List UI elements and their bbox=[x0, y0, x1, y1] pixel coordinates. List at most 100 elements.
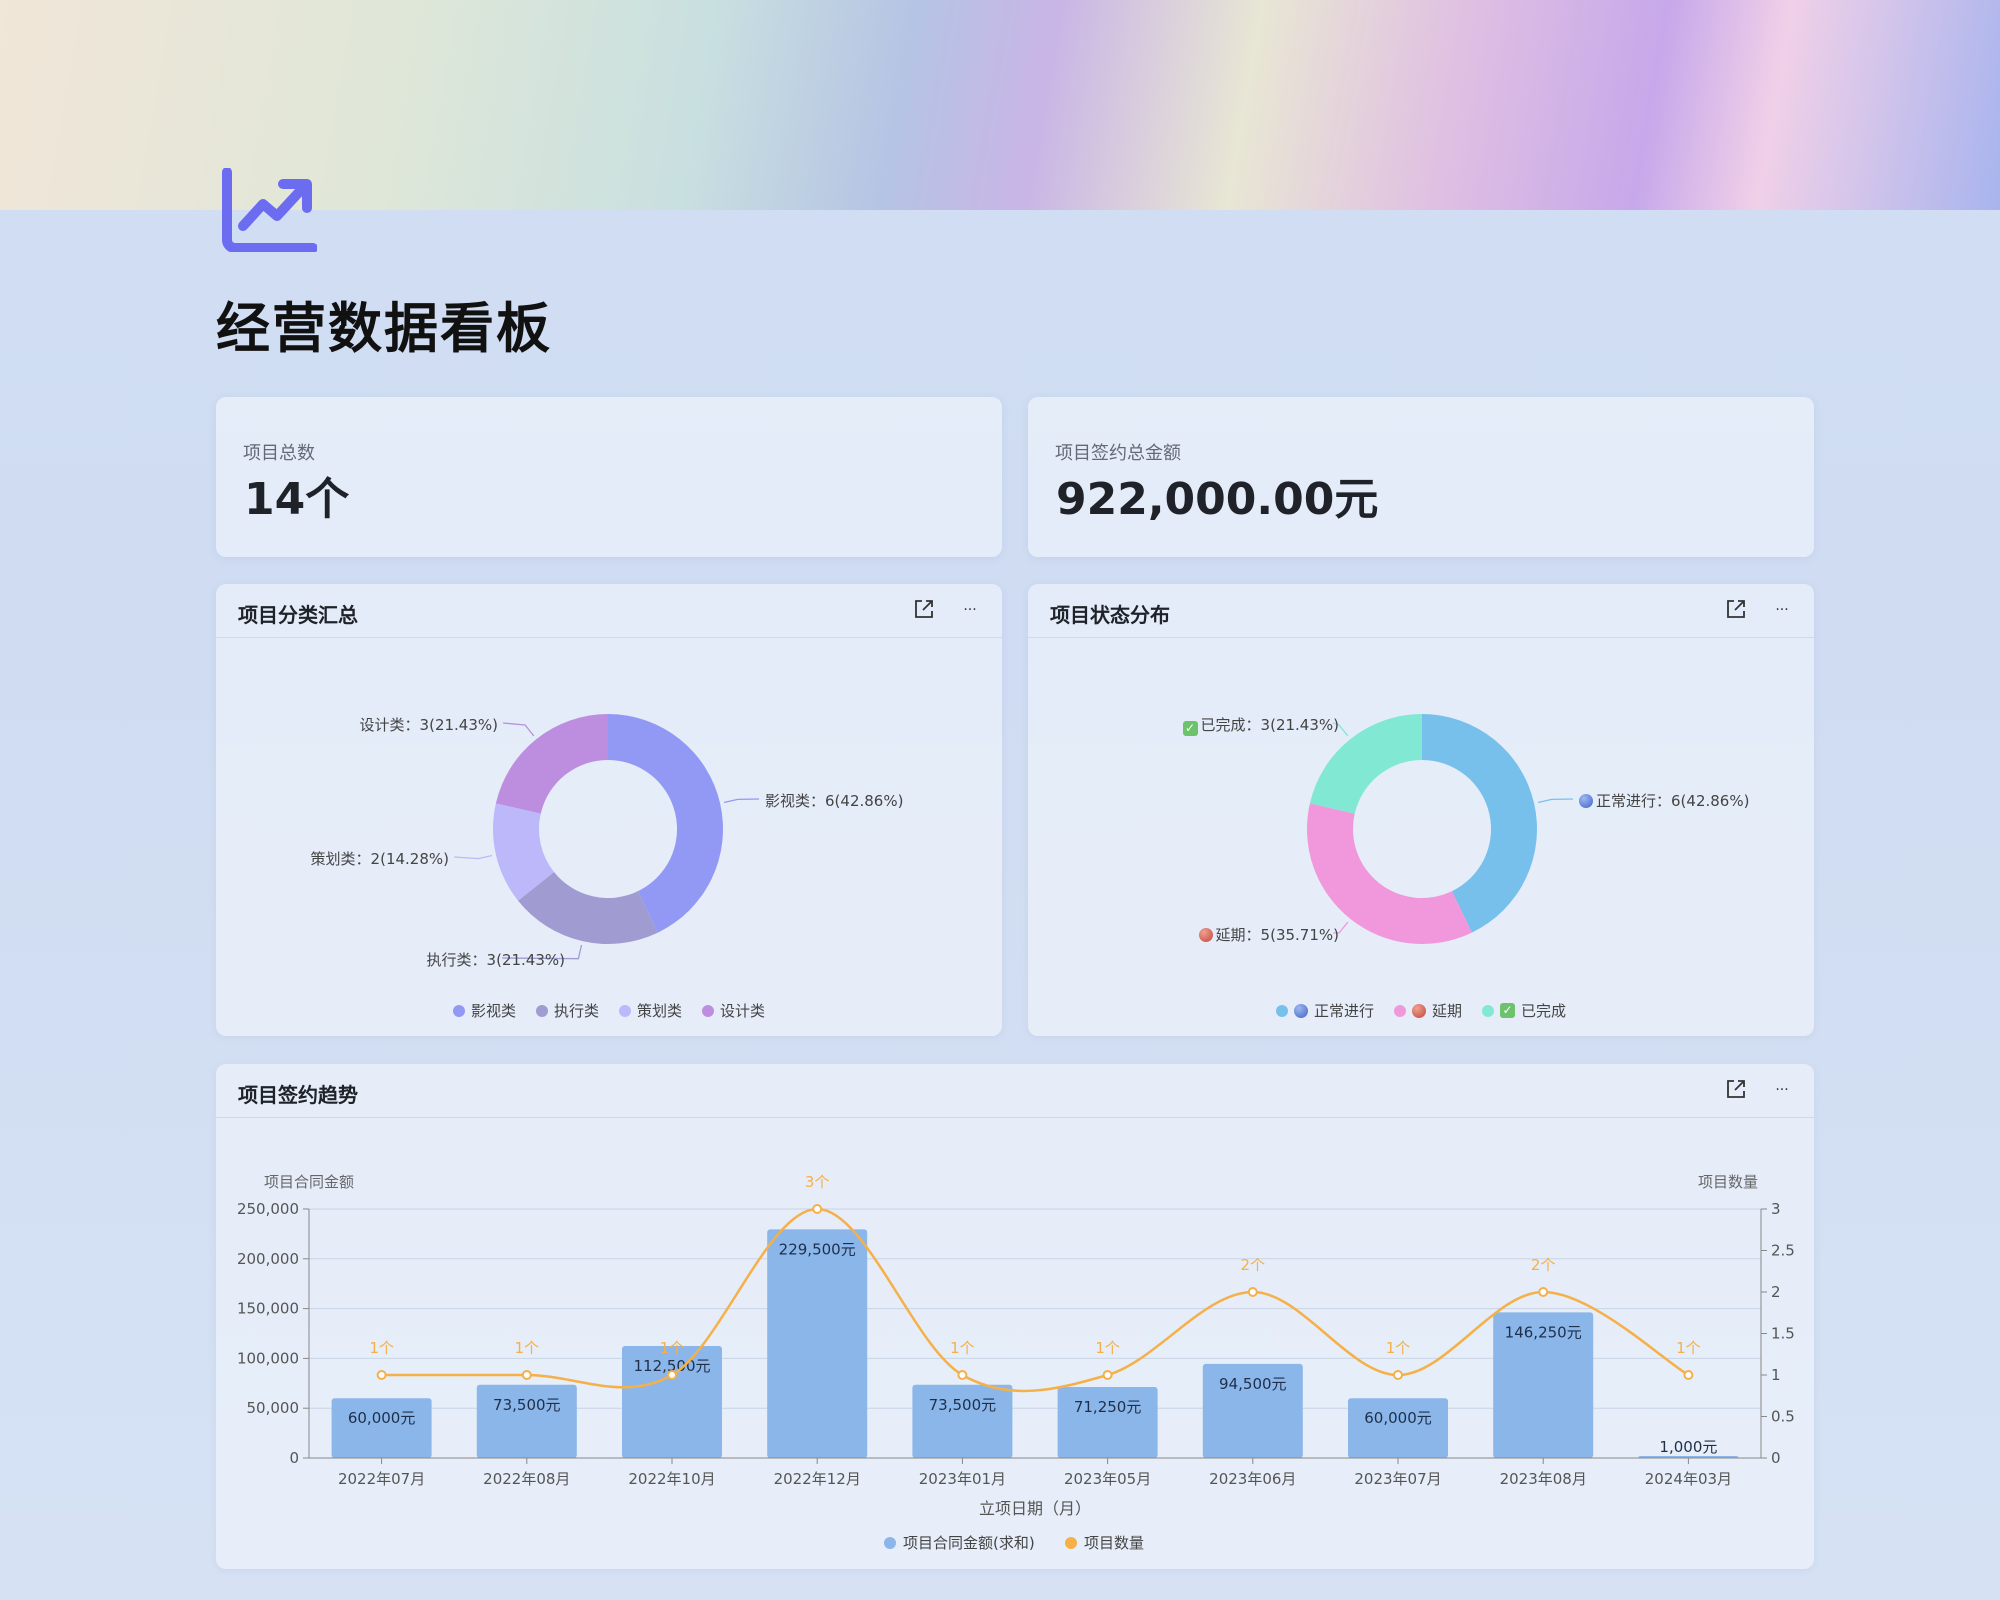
legend-label: 影视类 bbox=[470, 1002, 516, 1020]
bar-label: 71,250元 bbox=[1074, 1398, 1142, 1416]
legend-item[interactable]: 策划类 bbox=[619, 1000, 682, 1021]
bar[interactable] bbox=[767, 1229, 868, 1458]
red-circle-icon bbox=[1411, 1003, 1426, 1018]
bar-label: 73,500元 bbox=[493, 1396, 561, 1414]
bar[interactable] bbox=[912, 1384, 1013, 1458]
panel-header: 项目签约趋势 ··· bbox=[216, 1064, 1814, 1118]
line-point-label: 1个 bbox=[1676, 1339, 1701, 1357]
legend-label: 延期 bbox=[1431, 1002, 1462, 1020]
slice-label: 影视类：6(42.86%) bbox=[765, 792, 904, 810]
y-right-axis-title: 项目数量 bbox=[1698, 1173, 1758, 1191]
donut-slice[interactable] bbox=[1307, 803, 1472, 944]
donut-slice[interactable] bbox=[1422, 714, 1537, 933]
line-point[interactable] bbox=[1102, 1370, 1113, 1380]
line-point[interactable] bbox=[957, 1370, 968, 1380]
page-title: 经营数据看板 bbox=[216, 297, 552, 360]
donut-chart bbox=[1307, 714, 1574, 944]
donut-slice[interactable] bbox=[518, 872, 658, 944]
external-link-icon[interactable] bbox=[1724, 598, 1748, 622]
count-line bbox=[381, 1207, 1690, 1393]
line-point[interactable] bbox=[812, 1204, 823, 1214]
bar-label: 112,500元 bbox=[633, 1357, 710, 1375]
more-options-button[interactable]: ··· bbox=[1775, 1082, 1789, 1098]
x-tick-label: 2022年12月 bbox=[774, 1470, 861, 1488]
line-point[interactable] bbox=[1683, 1370, 1694, 1380]
x-tick-label: 2023年08月 bbox=[1500, 1470, 1587, 1488]
line-point-label: 1个 bbox=[1386, 1339, 1411, 1357]
slice-label: 延期：5(35.71%) bbox=[1198, 924, 1339, 945]
y-right-tick-label: 3 bbox=[1771, 1200, 1781, 1218]
line-point[interactable] bbox=[1393, 1370, 1403, 1380]
x-tick-label: 2023年01月 bbox=[919, 1470, 1006, 1488]
y-right-tick-label: 1.5 bbox=[1771, 1325, 1795, 1343]
y-left-tick-label: 100,000 bbox=[237, 1349, 299, 1367]
external-link-icon[interactable] bbox=[912, 598, 936, 622]
y-left-axis-title: 项目合同金额 bbox=[264, 1173, 354, 1191]
chart-legend: 项目合同金额(求和) 项目数量 bbox=[884, 1534, 1144, 1552]
y-right-tick-label: 2.5 bbox=[1771, 1242, 1795, 1260]
line-point[interactable] bbox=[1538, 1287, 1549, 1297]
x-axis-title: 立项日期（月） bbox=[979, 1499, 1091, 1518]
slice-label: ✓ 已完成：3(21.43%) bbox=[1182, 714, 1339, 736]
bar[interactable] bbox=[1493, 1312, 1594, 1458]
legend-marker bbox=[1065, 1537, 1077, 1549]
check-mark-icon: ✓ bbox=[1500, 1003, 1515, 1018]
stat-label: 项目签约总金额 bbox=[1055, 443, 1181, 464]
slice-label: 执行类：3(21.43%) bbox=[426, 951, 565, 969]
combo-chart: 0 50,000 100,000 150,000 200,000 250,000 0 0.5 1… bbox=[237, 1173, 1795, 1552]
stat-value: 922,000.00元 bbox=[1056, 474, 1379, 525]
panel-title: 项目签约趋势 bbox=[238, 1083, 358, 1107]
line-point[interactable] bbox=[521, 1370, 532, 1380]
legend-label[interactable]: 项目合同金额(求和) bbox=[903, 1534, 1035, 1552]
trending-up-icon bbox=[222, 168, 317, 252]
slice-label: 正常进行：6(42.86%) bbox=[1579, 790, 1749, 811]
bar[interactable] bbox=[476, 1384, 577, 1458]
legend-item[interactable]: 执行类 bbox=[535, 1000, 599, 1021]
check-mark-icon: ✓ bbox=[1182, 721, 1198, 736]
stat-card-total-amount: 项目签约总金额 922,000.00元 bbox=[1028, 397, 1814, 557]
leader-line bbox=[723, 798, 760, 804]
bar-label: 60,000元 bbox=[348, 1409, 416, 1427]
bar[interactable] bbox=[1202, 1363, 1303, 1458]
legend-item[interactable]: 设计类 bbox=[702, 1000, 765, 1021]
legend-item[interactable]: 影视类 bbox=[452, 1000, 516, 1021]
external-link-icon[interactable] bbox=[1724, 1078, 1748, 1102]
donut-slice[interactable] bbox=[495, 714, 608, 814]
bar[interactable] bbox=[622, 1345, 722, 1458]
bar[interactable] bbox=[331, 1398, 432, 1458]
y-left-tick-label: 150,000 bbox=[237, 1300, 299, 1318]
legend-item[interactable]: ✓ 已完成 bbox=[1482, 1000, 1566, 1021]
line-point[interactable] bbox=[1247, 1287, 1258, 1297]
legend-label[interactable]: 项目数量 bbox=[1084, 1534, 1144, 1552]
bar[interactable] bbox=[1057, 1387, 1158, 1458]
y-right-tick-label: 2 bbox=[1771, 1283, 1781, 1301]
y-left-tick-label: 0 bbox=[289, 1449, 299, 1467]
bar-label: 146,250元 bbox=[1505, 1323, 1582, 1341]
header-banner bbox=[0, 0, 2000, 210]
y-right-tick-label: 0 bbox=[1771, 1449, 1781, 1467]
donut-slice[interactable] bbox=[608, 714, 723, 933]
line-point-label: 1个 bbox=[515, 1339, 540, 1357]
panel-title: 项目分类汇总 bbox=[238, 603, 358, 627]
legend-label: 正常进行 bbox=[1313, 1002, 1374, 1020]
leader-line bbox=[453, 854, 493, 860]
chart-legend: 正常进行 延期 ✓ 已完成 bbox=[1028, 1000, 1814, 1021]
y-left-tick-label: 200,000 bbox=[237, 1250, 299, 1268]
donut-slice[interactable] bbox=[1309, 714, 1422, 814]
y-right-tick-label: 0.5 bbox=[1771, 1408, 1795, 1426]
legend-label: 设计类 bbox=[720, 1002, 766, 1020]
legend-item[interactable]: 延期 bbox=[1393, 1000, 1462, 1021]
line-point[interactable] bbox=[376, 1370, 387, 1380]
more-options-button[interactable]: ··· bbox=[963, 602, 977, 618]
legend-marker bbox=[884, 1537, 896, 1549]
blue-circle-icon bbox=[1293, 1003, 1308, 1018]
leader-line bbox=[1332, 722, 1349, 737]
panel-title: 项目状态分布 bbox=[1050, 603, 1170, 627]
legend-item[interactable]: 正常进行 bbox=[1275, 1000, 1374, 1021]
donut-slice[interactable] bbox=[493, 803, 555, 901]
bar-label: 1,000元 bbox=[1659, 1438, 1717, 1456]
line-point[interactable] bbox=[667, 1370, 677, 1380]
bar[interactable] bbox=[1348, 1398, 1448, 1458]
legend-label: 执行类 bbox=[553, 1002, 599, 1020]
more-options-button[interactable]: ··· bbox=[1775, 602, 1789, 618]
